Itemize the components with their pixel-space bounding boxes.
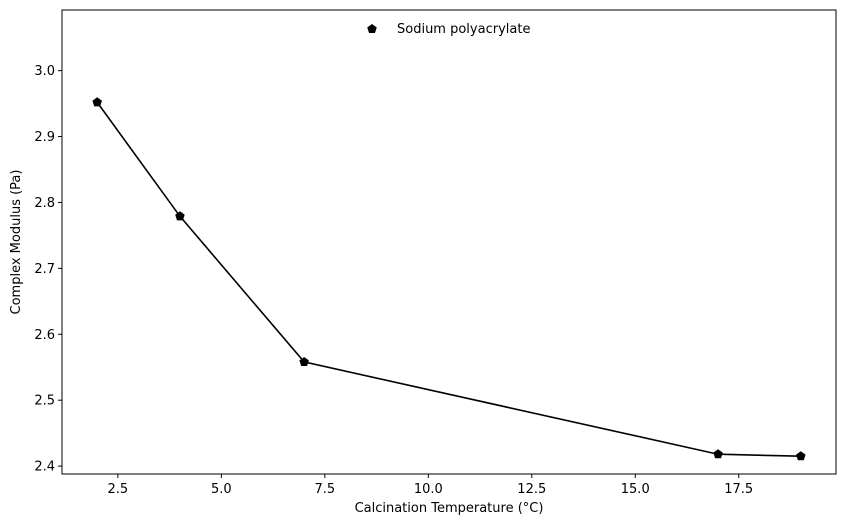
y-axis-ticks: 2.4 2.5 2.6 2.7 2.8 2.9 3.0 <box>34 64 62 475</box>
y-tick-label: 2.7 <box>34 262 55 277</box>
y-tick-label: 2.6 <box>34 328 55 343</box>
x-axis-ticks: 2.5 5.0 7.5 10.0 12.5 15.0 17.5 <box>108 474 753 497</box>
data-point <box>299 356 309 366</box>
legend: Sodium polyacrylate <box>367 22 530 37</box>
y-tick-label: 3.0 <box>34 64 55 79</box>
legend-marker <box>367 24 377 34</box>
y-axis-label: Complex Modulus (Pa) <box>9 170 24 315</box>
plot-area <box>61 9 837 475</box>
x-tick-label: 10.0 <box>414 482 443 497</box>
y-tick-label: 2.8 <box>34 196 55 211</box>
data-point <box>796 451 806 461</box>
data-point <box>175 211 185 221</box>
x-tick-label: 2.5 <box>108 482 129 497</box>
data-point <box>713 449 723 459</box>
data-point <box>92 97 102 107</box>
x-tick-label: 7.5 <box>314 482 335 497</box>
x-axis-label: Calcination Temperature (°C) <box>355 501 544 516</box>
x-tick-label: 17.5 <box>724 482 753 497</box>
x-tick-label: 5.0 <box>211 482 232 497</box>
y-tick-label: 2.9 <box>34 130 55 145</box>
legend-label: Sodium polyacrylate <box>397 22 530 37</box>
x-tick-label: 15.0 <box>621 482 650 497</box>
x-tick-label: 12.5 <box>517 482 546 497</box>
y-tick-label: 2.5 <box>34 394 55 409</box>
y-tick-label: 2.4 <box>34 460 55 475</box>
series-layer <box>92 97 806 461</box>
